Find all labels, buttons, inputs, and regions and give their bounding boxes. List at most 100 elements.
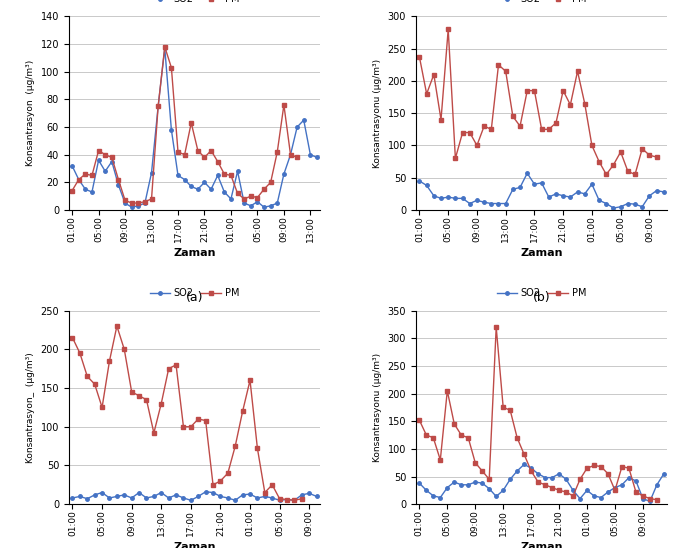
SO2 [135,489,143,496]
PM [573,68,581,75]
PM [187,119,195,126]
SO2 [142,495,151,501]
SO2 [105,495,114,501]
PM [194,416,202,423]
PM [422,90,431,97]
SO2 [430,192,438,199]
PM [652,154,660,161]
PM [555,487,563,494]
SO2 [68,495,76,501]
PM [631,171,639,178]
SO2 [121,200,129,207]
SO2 [660,189,668,195]
Line: PM: PM [418,27,658,176]
SO2 [273,200,281,207]
SO2 [167,127,175,133]
Y-axis label: Konsantrasyonu (μg/m³): Konsantrasyonu (μg/m³) [373,353,382,462]
SO2 [625,475,633,481]
SO2 [253,198,261,205]
SO2 [631,201,639,208]
X-axis label: Zaman: Zaman [520,248,563,258]
SO2 [231,497,239,504]
SO2 [91,492,99,498]
SO2 [645,192,654,199]
PM [618,463,626,470]
PM [174,149,182,155]
SO2 [216,493,224,500]
PM [645,152,654,158]
PM [534,479,542,486]
SO2 [562,476,570,483]
SO2 [187,183,195,190]
PM [68,187,76,194]
PM [286,151,294,158]
Legend: SO2, PM: SO2, PM [146,284,243,302]
PM [253,445,261,452]
PM [98,404,106,410]
SO2 [260,204,268,210]
PM [253,194,261,201]
SO2 [429,493,438,499]
SO2 [134,203,142,209]
PM [147,196,155,202]
SO2 [548,475,556,481]
PM [247,193,255,199]
PM [68,334,76,341]
Line: SO2: SO2 [71,490,319,502]
SO2 [516,184,524,191]
SO2 [632,478,640,484]
SO2 [268,495,277,501]
SO2 [523,170,531,176]
SO2 [76,493,84,500]
SO2 [154,103,162,110]
PM [142,396,151,403]
SO2 [566,194,574,201]
PM [583,465,591,471]
SO2 [286,151,294,158]
SO2 [114,182,122,189]
SO2 [457,482,465,488]
SO2 [485,486,493,492]
SO2 [450,479,458,486]
PM [224,470,232,476]
SO2 [224,495,232,501]
SO2 [239,492,247,498]
PM [186,424,195,430]
SO2 [101,168,109,175]
PM [473,142,481,149]
SO2 [559,192,568,199]
SO2 [261,493,269,500]
PM [450,421,458,427]
PM [595,158,603,165]
PM [200,154,208,161]
PM [638,145,646,152]
PM [416,417,424,424]
PM [638,493,647,499]
PM [266,179,275,186]
PM [114,176,122,183]
PM [127,389,136,395]
SO2 [602,200,610,207]
Line: PM: PM [70,45,299,205]
PM [457,432,465,438]
PM [625,465,633,471]
PM [283,496,291,503]
PM [298,495,306,502]
SO2 [499,487,507,494]
SO2 [160,45,169,52]
SO2 [458,195,466,202]
SO2 [147,169,155,176]
SO2 [588,181,596,187]
PM [231,443,239,449]
PM [523,87,531,94]
Line: SO2: SO2 [70,47,319,209]
PM [83,373,92,380]
PM [458,129,466,136]
PM [508,113,517,119]
PM [516,123,524,129]
PM [154,103,162,110]
PM [180,424,188,430]
SO2 [209,489,217,496]
SO2 [283,496,291,503]
PM [121,197,129,204]
